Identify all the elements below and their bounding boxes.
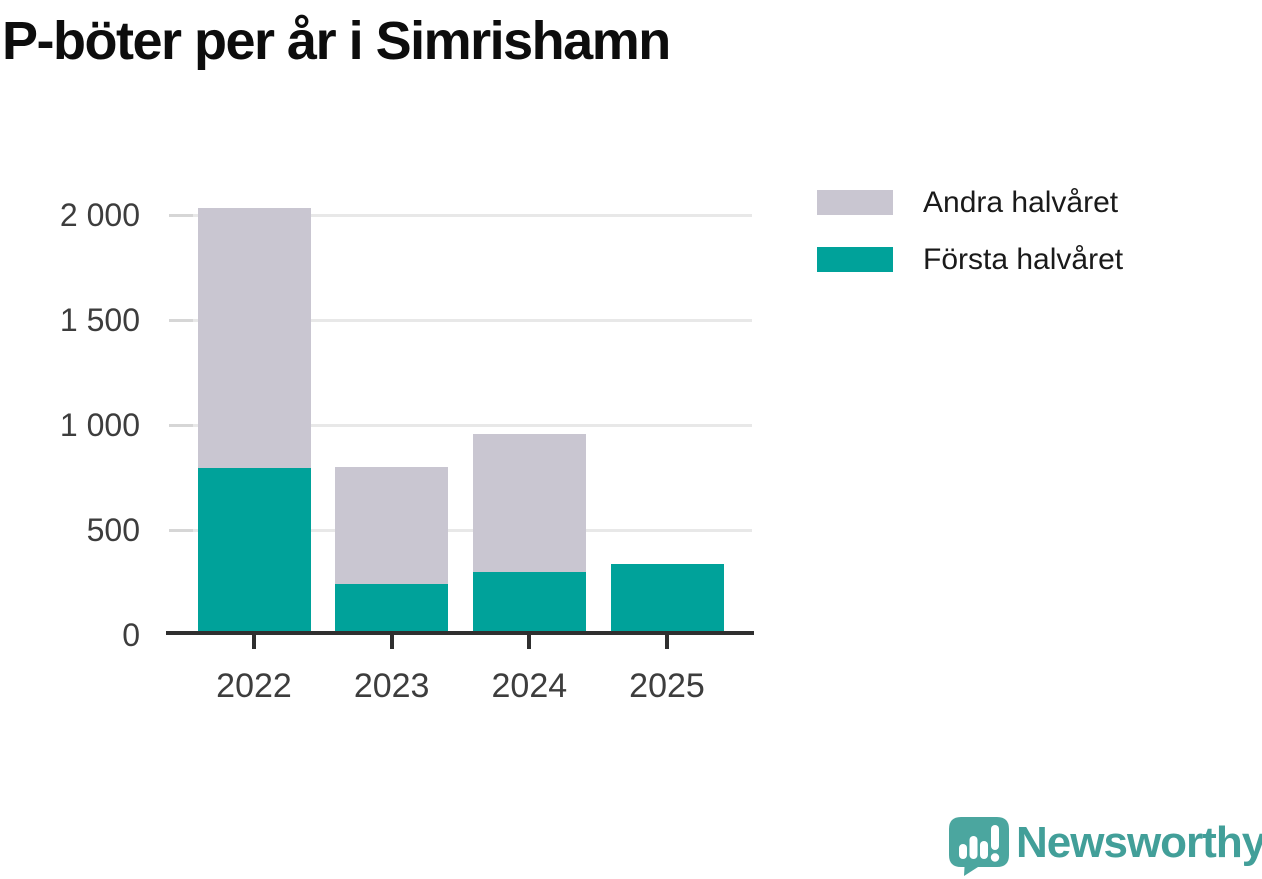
bar-2024 — [472, 433, 586, 633]
logo-bar-3 — [980, 841, 988, 859]
gridline — [169, 528, 752, 532]
x-tick-label: 2025 — [629, 667, 705, 705]
bar-segment-2023 — [335, 583, 449, 633]
y-tick-label: 1 500 — [59, 302, 140, 338]
y-tick-mark — [169, 423, 193, 427]
gridline — [169, 318, 752, 322]
bar-segment-2025 — [610, 563, 724, 633]
y-tick-mark — [169, 528, 193, 532]
legend-item: Första halvåret — [817, 242, 1124, 276]
logo-exclamation-bar — [991, 825, 999, 850]
x-tick-mark — [665, 635, 669, 649]
newsworthy-logo-icon — [949, 817, 1009, 876]
logo-bar-2 — [969, 836, 978, 859]
y-tick-mark — [169, 213, 193, 217]
legend: Andra halvåret Första halvåret — [817, 185, 1124, 302]
x-tick-mark — [389, 635, 394, 649]
legend-item: Andra halvåret — [817, 185, 1123, 219]
x-tick-mark — [252, 635, 256, 649]
legend-swatch — [817, 247, 893, 272]
bar-2023 — [335, 467, 449, 633]
brand-wordmark: Newsworthy — [1016, 818, 1262, 867]
gridline — [169, 423, 752, 427]
y-tick-mark — [169, 318, 193, 322]
logo-bar-1 — [959, 844, 967, 859]
y-tick-label: 0 — [122, 617, 140, 653]
x-tick-label: 2022 — [216, 667, 292, 705]
bar-segment-2024 — [472, 572, 586, 633]
x-tick-label: 2023 — [353, 667, 430, 705]
plot-area: 2022 2023 2024 2025 — [166, 207, 754, 705]
brand-footer: Newsworthy — [948, 816, 1262, 876]
bar-segment-2022 — [197, 207, 311, 469]
logo-exclamation-dot — [990, 853, 1000, 862]
y-tick-label: 1 000 — [59, 407, 140, 443]
chart-title: P-böter per år i Simrishamn — [2, 11, 671, 71]
legend-swatch — [817, 190, 893, 215]
y-tick-label: 500 — [86, 512, 140, 548]
x-tick-mark — [527, 635, 532, 649]
x-axis-line — [166, 630, 754, 635]
y-tick-label: 2 000 — [59, 197, 140, 233]
bar-segment-2023 — [335, 467, 449, 584]
legend-label: Andra halvåret — [923, 185, 1119, 219]
bar-2025 — [610, 563, 724, 633]
x-tick-label: 2024 — [491, 667, 568, 705]
bar-segment-2022 — [197, 468, 311, 633]
bar-segment-2024 — [472, 433, 586, 573]
speech-bubble-shape — [949, 817, 1009, 876]
legend-label: Första halvåret — [923, 242, 1124, 276]
gridline — [169, 213, 752, 217]
bar-2022 — [197, 207, 311, 633]
